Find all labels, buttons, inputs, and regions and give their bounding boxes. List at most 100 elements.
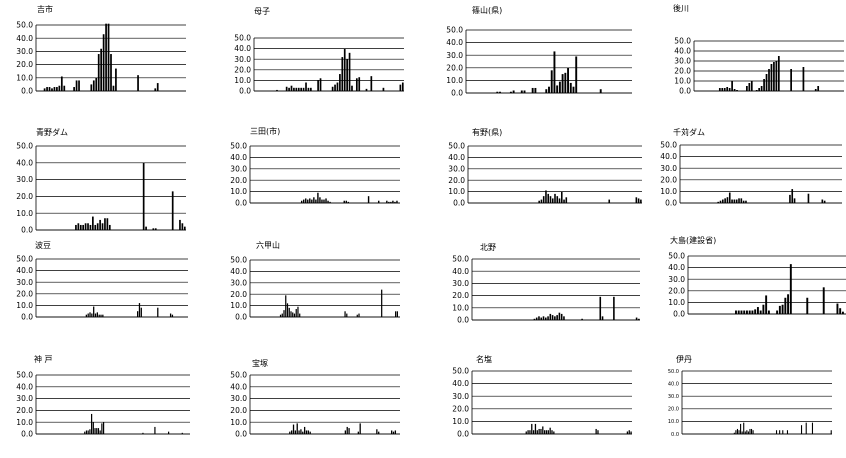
chart-plot: 0.0 10.0 20.0 30.0 40.0 50.0 bbox=[668, 252, 846, 319]
bar bbox=[542, 196, 545, 203]
bar bbox=[293, 87, 295, 91]
bar bbox=[626, 431, 629, 434]
bar bbox=[85, 430, 88, 434]
bar bbox=[630, 431, 632, 434]
bar bbox=[735, 430, 737, 434]
chart-plot: 0.0 10.0 20.0 30.0 40.0 50.0 bbox=[16, 371, 190, 439]
bar bbox=[790, 69, 792, 91]
bar bbox=[370, 76, 373, 91]
bar bbox=[538, 316, 540, 320]
y-tick-label: 0.0 bbox=[451, 89, 463, 98]
y-tick-label: 30.0 bbox=[230, 278, 247, 287]
chart-title: 大島(建設省) bbox=[670, 236, 717, 245]
bar bbox=[171, 314, 174, 317]
bar bbox=[550, 70, 553, 93]
y-tick-label: 30.0 bbox=[668, 275, 685, 284]
bar bbox=[303, 426, 306, 434]
bar bbox=[726, 87, 729, 91]
bar bbox=[534, 87, 537, 93]
y-tick-label: 20.0 bbox=[16, 192, 33, 201]
bar bbox=[553, 431, 555, 434]
bar bbox=[638, 318, 640, 320]
bar bbox=[381, 289, 383, 317]
bar bbox=[171, 191, 174, 230]
chart-panel: 吉市 0.0 10.0 20.0 30.0 40.0 50.0 bbox=[0, 0, 210, 110]
bar bbox=[75, 80, 78, 91]
bar bbox=[781, 304, 784, 314]
bar bbox=[733, 199, 736, 203]
bar bbox=[558, 81, 561, 93]
bar bbox=[536, 430, 538, 434]
y-tick-label: 10.0 bbox=[452, 303, 469, 312]
bar bbox=[357, 431, 359, 434]
bar bbox=[307, 430, 309, 434]
bar bbox=[87, 223, 89, 230]
bar bbox=[317, 80, 319, 91]
bar bbox=[553, 51, 556, 93]
bar bbox=[775, 430, 778, 434]
y-tick-label: 50.0 bbox=[668, 369, 679, 375]
bar bbox=[359, 423, 361, 434]
bar bbox=[105, 23, 107, 91]
bar bbox=[321, 199, 323, 203]
bar bbox=[297, 306, 299, 317]
bar bbox=[302, 431, 304, 434]
bar bbox=[535, 317, 538, 320]
bar bbox=[94, 428, 96, 434]
bar bbox=[731, 199, 733, 203]
bar bbox=[551, 430, 553, 434]
bar bbox=[394, 201, 396, 203]
y-tick-label: 50.0 bbox=[230, 142, 247, 151]
bar bbox=[800, 425, 803, 434]
y-tick-label: 0.0 bbox=[239, 87, 251, 96]
y-tick-label: 50.0 bbox=[16, 371, 33, 380]
bar bbox=[96, 428, 98, 434]
bar bbox=[735, 199, 738, 203]
bar bbox=[551, 198, 554, 203]
bar bbox=[288, 307, 290, 317]
bar bbox=[91, 413, 93, 434]
y-tick-label: 40.0 bbox=[452, 267, 469, 276]
y-tick-label: 0.0 bbox=[457, 430, 469, 439]
bar bbox=[805, 422, 807, 434]
bar bbox=[637, 198, 640, 203]
bar bbox=[386, 200, 388, 203]
bar bbox=[291, 430, 293, 434]
bar bbox=[608, 199, 611, 203]
y-tick-label: 20.0 bbox=[446, 63, 463, 72]
bar bbox=[830, 430, 832, 434]
chart-panel: 有野(県) 0.0 10.0 20.0 30.0 40.0 50.0 bbox=[420, 120, 642, 230]
bar bbox=[742, 200, 745, 203]
bar bbox=[791, 189, 794, 203]
y-tick-label: 30.0 bbox=[452, 279, 469, 288]
bar bbox=[344, 311, 346, 317]
chart-title: 神 戸 bbox=[34, 355, 53, 364]
y-tick-label: 10.0 bbox=[16, 418, 33, 427]
y-tick-label: 0.0 bbox=[235, 430, 247, 439]
bar bbox=[779, 430, 781, 434]
bar bbox=[358, 77, 361, 91]
bar bbox=[307, 87, 310, 91]
bar bbox=[548, 86, 550, 93]
bar bbox=[87, 313, 89, 317]
bar bbox=[347, 201, 350, 203]
y-tick-label: 40.0 bbox=[234, 44, 251, 53]
y-tick-label: 20.0 bbox=[448, 176, 465, 185]
bar bbox=[137, 75, 139, 91]
y-tick-label: 40.0 bbox=[16, 382, 33, 391]
bar bbox=[388, 201, 390, 203]
bar bbox=[365, 88, 368, 91]
bar bbox=[169, 313, 172, 317]
bar bbox=[156, 83, 159, 91]
y-tick-label: 40.0 bbox=[230, 382, 247, 391]
y-tick-label: 20.0 bbox=[16, 60, 33, 69]
bar bbox=[572, 86, 575, 93]
bar bbox=[760, 86, 763, 91]
chart-panel: 北野 0.0 10.0 20.0 30.0 40.0 50.0 bbox=[420, 235, 640, 345]
chart-plot: 0.0 10.0 20.0 30.0 40.0 50.0 bbox=[668, 369, 832, 438]
bar bbox=[499, 91, 501, 93]
bar bbox=[531, 87, 534, 93]
bar bbox=[545, 430, 548, 434]
bar bbox=[751, 310, 754, 314]
chart-panel: 神 戸 0.0 10.0 20.0 30.0 40.0 50.0 bbox=[0, 348, 210, 458]
